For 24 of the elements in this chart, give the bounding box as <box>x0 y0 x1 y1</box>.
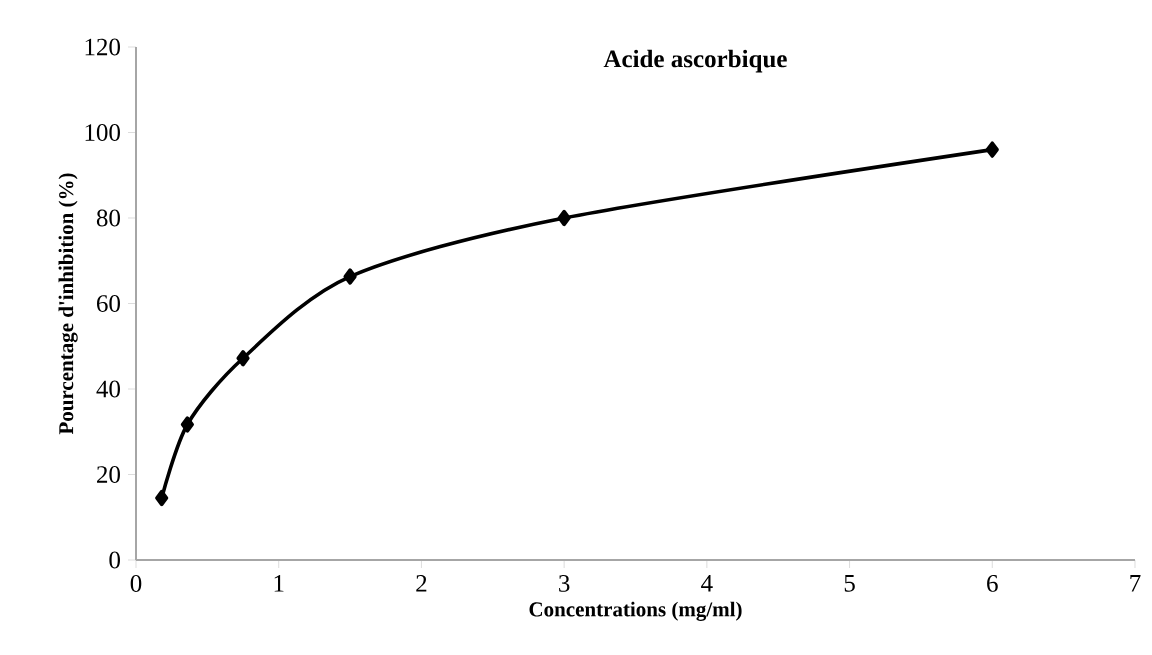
x-axis-title: Concentrations (mg/ml) <box>529 601 742 621</box>
chart-title: Acide ascorbique <box>603 49 787 73</box>
point <box>180 416 194 433</box>
y-axis-title: Pourcentage d'inhibition (%) <box>58 173 78 435</box>
x-tick-label: 0 <box>130 575 142 592</box>
x-tick-label: 7 <box>1130 575 1141 592</box>
point <box>343 268 357 285</box>
x-tick-label: 5 <box>844 575 855 592</box>
point <box>985 141 999 158</box>
x-tick-label: 6 <box>987 575 998 592</box>
x-tick-label: 1 <box>274 575 284 592</box>
x-tick-label: 3 <box>559 575 570 592</box>
y-tick-label: 20 <box>97 466 120 483</box>
y-tick-label: 60 <box>97 295 120 312</box>
y-tick-label: 80 <box>96 209 120 227</box>
x-tick-label: 4 <box>701 575 713 592</box>
point <box>236 350 250 367</box>
point <box>557 209 571 227</box>
point <box>155 489 169 507</box>
y-tick-label: 0 <box>109 551 120 569</box>
y-tick-label: 120 <box>85 38 120 56</box>
x-tick-label: 2 <box>416 575 427 592</box>
y-tick-label: 40 <box>96 380 120 398</box>
y-tick-label: 100 <box>85 124 120 141</box>
